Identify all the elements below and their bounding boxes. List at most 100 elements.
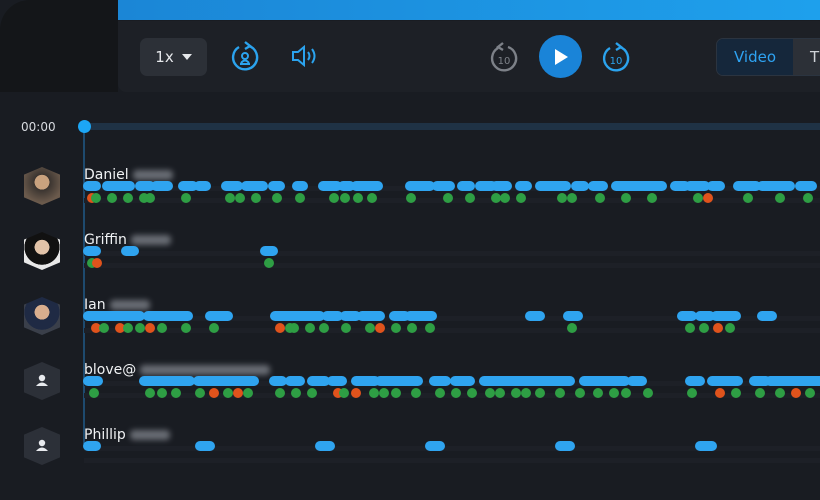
speech-segment[interactable] (389, 311, 410, 321)
volume-icon[interactable] (290, 45, 318, 67)
tab-other[interactable]: T (793, 39, 820, 75)
positive-event-marker[interactable] (123, 323, 133, 333)
speech-segment[interactable] (749, 376, 771, 386)
positive-event-marker[interactable] (516, 193, 526, 203)
positive-event-marker[interactable] (235, 193, 245, 203)
positive-event-marker[interactable] (609, 388, 619, 398)
positive-event-marker[interactable] (521, 388, 531, 398)
positive-event-marker[interactable] (264, 258, 274, 268)
speech-segment[interactable] (260, 246, 278, 256)
speech-segment[interactable] (205, 311, 233, 321)
positive-event-marker[interactable] (369, 388, 379, 398)
negative-event-marker[interactable] (275, 323, 285, 333)
speech-segment[interactable] (307, 376, 330, 386)
speech-segment[interactable] (340, 311, 361, 321)
positive-event-marker[interactable] (145, 193, 155, 203)
negative-event-marker[interactable] (145, 323, 155, 333)
speech-segment[interactable] (405, 311, 437, 321)
negative-event-marker[interactable] (115, 323, 125, 333)
speech-segment[interactable] (757, 181, 795, 191)
speech-segment[interactable] (315, 441, 335, 451)
speech-segment[interactable] (579, 376, 630, 386)
speech-segment[interactable] (685, 181, 710, 191)
positive-event-marker[interactable] (305, 323, 315, 333)
positive-event-marker[interactable] (341, 323, 351, 333)
tab-video[interactable]: Video (717, 39, 794, 75)
speech-segment[interactable] (555, 441, 575, 451)
positive-event-marker[interactable] (99, 323, 109, 333)
speech-segment[interactable] (795, 181, 817, 191)
positive-event-marker[interactable] (425, 323, 435, 333)
speech-segment[interactable] (83, 376, 103, 386)
negative-event-marker[interactable] (209, 388, 219, 398)
positive-event-marker[interactable] (435, 388, 445, 398)
speech-segment[interactable] (733, 181, 761, 191)
speech-segment[interactable] (479, 376, 575, 386)
positive-event-marker[interactable] (407, 323, 417, 333)
speech-segment[interactable] (535, 181, 571, 191)
positive-event-marker[interactable] (319, 323, 329, 333)
positive-event-marker[interactable] (500, 193, 510, 203)
speech-segment[interactable] (135, 181, 155, 191)
speech-segment[interactable] (102, 181, 135, 191)
speech-segment[interactable] (318, 181, 342, 191)
positive-event-marker[interactable] (555, 388, 565, 398)
negative-event-marker[interactable] (91, 323, 101, 333)
positive-event-marker[interactable] (451, 388, 461, 398)
skip-back-10-icon[interactable]: 10 (488, 40, 520, 74)
positive-event-marker[interactable] (139, 193, 149, 203)
positive-event-marker[interactable] (209, 323, 219, 333)
positive-event-marker[interactable] (595, 193, 605, 203)
positive-event-marker[interactable] (272, 193, 282, 203)
speech-segment[interactable] (292, 181, 308, 191)
positive-event-marker[interactable] (567, 193, 577, 203)
positive-event-marker[interactable] (391, 323, 401, 333)
speed-select[interactable]: 1x (140, 38, 207, 76)
speech-segment[interactable] (457, 181, 475, 191)
speech-segment[interactable] (221, 181, 243, 191)
speech-segment[interactable] (685, 376, 705, 386)
speech-segment[interactable] (677, 311, 697, 321)
speech-segment[interactable] (351, 376, 380, 386)
speech-segment[interactable] (425, 441, 445, 451)
positive-event-marker[interactable] (391, 388, 401, 398)
positive-event-marker[interactable] (365, 323, 375, 333)
positive-event-marker[interactable] (135, 323, 145, 333)
positive-event-marker[interactable] (367, 193, 377, 203)
speech-segment[interactable] (121, 246, 139, 256)
speech-segment[interactable] (143, 311, 193, 321)
positive-event-marker[interactable] (107, 193, 117, 203)
positive-event-marker[interactable] (495, 388, 505, 398)
positive-event-marker[interactable] (379, 388, 389, 398)
positive-event-marker[interactable] (643, 388, 653, 398)
speech-segment[interactable] (139, 376, 195, 386)
speech-segment[interactable] (611, 181, 667, 191)
speech-segment[interactable] (757, 311, 777, 321)
speech-segment[interactable] (83, 441, 101, 451)
negative-event-marker[interactable] (791, 388, 801, 398)
negative-event-marker[interactable] (713, 323, 723, 333)
replay-user-icon[interactable] (229, 39, 261, 73)
positive-event-marker[interactable] (157, 388, 167, 398)
speech-segment[interactable] (178, 181, 198, 191)
negative-event-marker[interactable] (92, 258, 102, 268)
positive-event-marker[interactable] (181, 193, 191, 203)
timeline-track[interactable] (84, 123, 820, 130)
speech-segment[interactable] (322, 311, 343, 321)
positive-event-marker[interactable] (295, 193, 305, 203)
speech-segment[interactable] (491, 181, 512, 191)
positive-event-marker[interactable] (406, 193, 416, 203)
positive-event-marker[interactable] (805, 388, 815, 398)
positive-event-marker[interactable] (275, 388, 285, 398)
positive-event-marker[interactable] (491, 193, 501, 203)
positive-event-marker[interactable] (225, 193, 235, 203)
positive-event-marker[interactable] (743, 193, 753, 203)
speech-segment[interactable] (563, 311, 583, 321)
speech-segment[interactable] (195, 441, 215, 451)
positive-event-marker[interactable] (775, 388, 785, 398)
speech-segment[interactable] (83, 181, 101, 191)
positive-event-marker[interactable] (575, 388, 585, 398)
positive-event-marker[interactable] (443, 193, 453, 203)
positive-event-marker[interactable] (291, 388, 301, 398)
positive-event-marker[interactable] (731, 388, 741, 398)
